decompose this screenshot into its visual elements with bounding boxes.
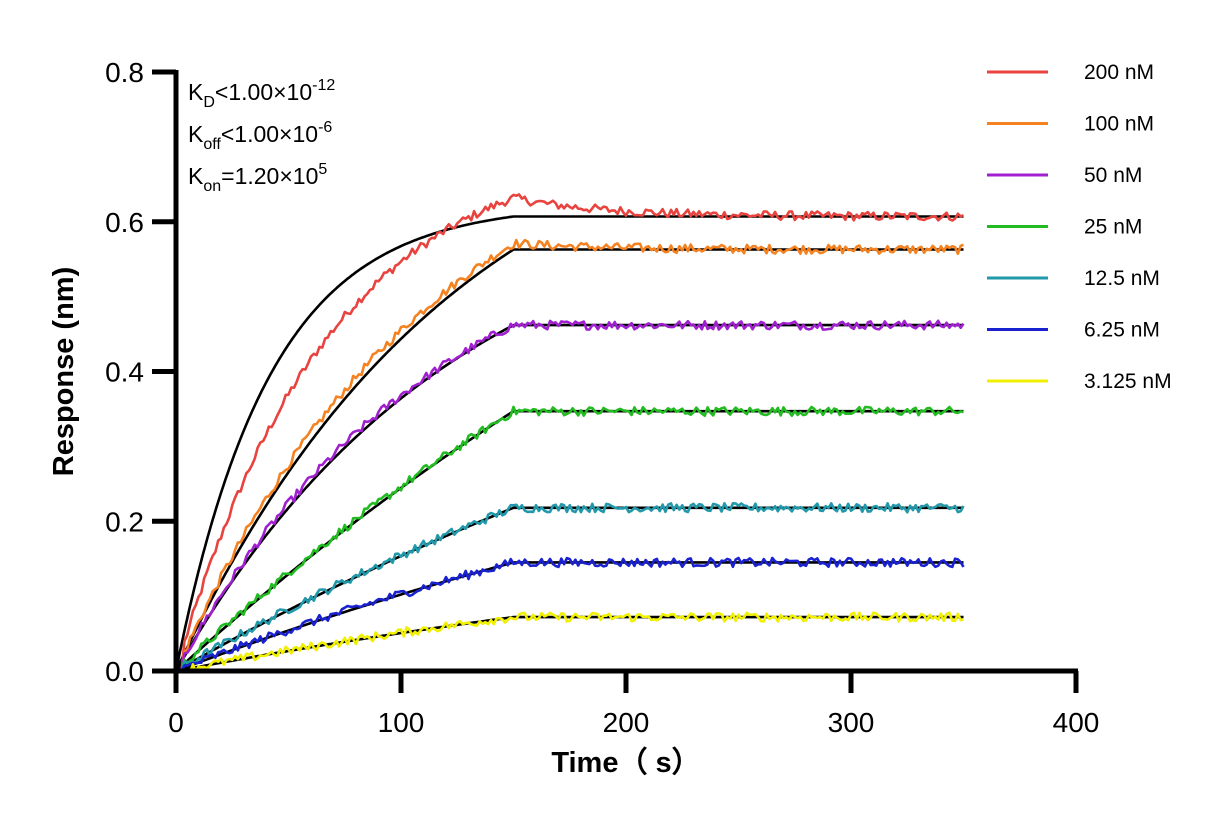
legend-label: 3.125 nM: [1084, 370, 1172, 393]
y-tick-label: 0.2: [105, 506, 144, 537]
fit-curve-200nM: [174, 215, 964, 672]
legend-label: 100 nM: [1084, 113, 1154, 136]
x-tick-label: 100: [378, 707, 425, 738]
annotation-value: 1.00×10: [228, 79, 312, 105]
y-tick-label: 0.6: [105, 207, 144, 238]
legend-label: 12.5 nM: [1084, 267, 1160, 290]
x-axis-title: Time（ s）: [551, 746, 700, 779]
y-axis-title: Response (nm): [48, 267, 80, 476]
legend-entry: 3.125 nM: [987, 370, 1172, 393]
legend-label: 200 nM: [1084, 61, 1154, 84]
fit-curves: [174, 215, 964, 673]
annotation-relation: <: [215, 79, 228, 105]
x-tick-label: 300: [828, 707, 875, 738]
annotation-symbol: K: [188, 163, 204, 189]
kinetics-annotation-line: Koff<1.00×10-6: [188, 119, 332, 153]
axes: 0 100 200 300 400 0.0 0.2 0.4 0.6 0.8: [105, 57, 1099, 738]
x-tick-label: 0: [168, 707, 184, 738]
data-curve-12-5nM: [176, 501, 965, 673]
annotation-exponent: -6: [318, 119, 332, 136]
legend-entry: 25 nM: [987, 216, 1142, 239]
annotation-symbol: K: [188, 121, 204, 147]
annotation-exponent: 5: [318, 161, 327, 178]
y-tick-label: 0.4: [105, 357, 144, 388]
legend-label: 25 nM: [1084, 216, 1142, 239]
y-tick-label: 0.8: [105, 57, 144, 88]
legend-entry: 12.5 nM: [987, 267, 1160, 290]
kinetics-annotation-line: Kon=1.20×105: [188, 161, 327, 195]
legend-entry: 100 nM: [987, 113, 1154, 136]
x-tick-label: 200: [603, 707, 650, 738]
legend: 200 nM 100 nM 50 nM 25 nM 12.5 nM 6.25 nM 3.12…: [987, 61, 1172, 393]
y-tick-label: 0.0: [105, 656, 144, 687]
annotation-value: 1.00×10: [234, 121, 318, 147]
annotation-subscript: on: [203, 178, 221, 195]
annotation-relation: =: [221, 163, 234, 189]
legend-label: 50 nM: [1084, 164, 1142, 187]
annotation-subscript: off: [203, 136, 221, 153]
legend-entry: 50 nM: [987, 164, 1142, 187]
fit-curve-3-125nM: [175, 615, 964, 673]
data-curve-6-25nM: [176, 556, 965, 673]
annotation-symbol: K: [188, 79, 204, 105]
kinetics-annotation-line: KD<1.00×10-12: [188, 77, 335, 111]
fit-curve-100nM: [174, 248, 964, 672]
annotation-value: 1.20×10: [235, 163, 319, 189]
x-tick-label: 400: [1053, 707, 1100, 738]
data-curve-50nM: [176, 319, 965, 673]
data-curve-100nM: [176, 238, 964, 673]
data-curve-3-125nM: [176, 611, 964, 674]
annotation-exponent: -12: [312, 77, 335, 94]
legend-label: 6.25 nM: [1084, 319, 1160, 342]
data-curve-200nM: [176, 193, 965, 673]
legend-entry: 6.25 nM: [987, 319, 1160, 342]
data-curves: [176, 193, 965, 674]
legend-entry: 200 nM: [987, 61, 1154, 84]
annotation-subscript: D: [203, 94, 215, 111]
fit-curve-6-25nM: [175, 561, 964, 673]
data-curve-25nM: [176, 405, 964, 673]
annotation-relation: <: [221, 121, 234, 147]
